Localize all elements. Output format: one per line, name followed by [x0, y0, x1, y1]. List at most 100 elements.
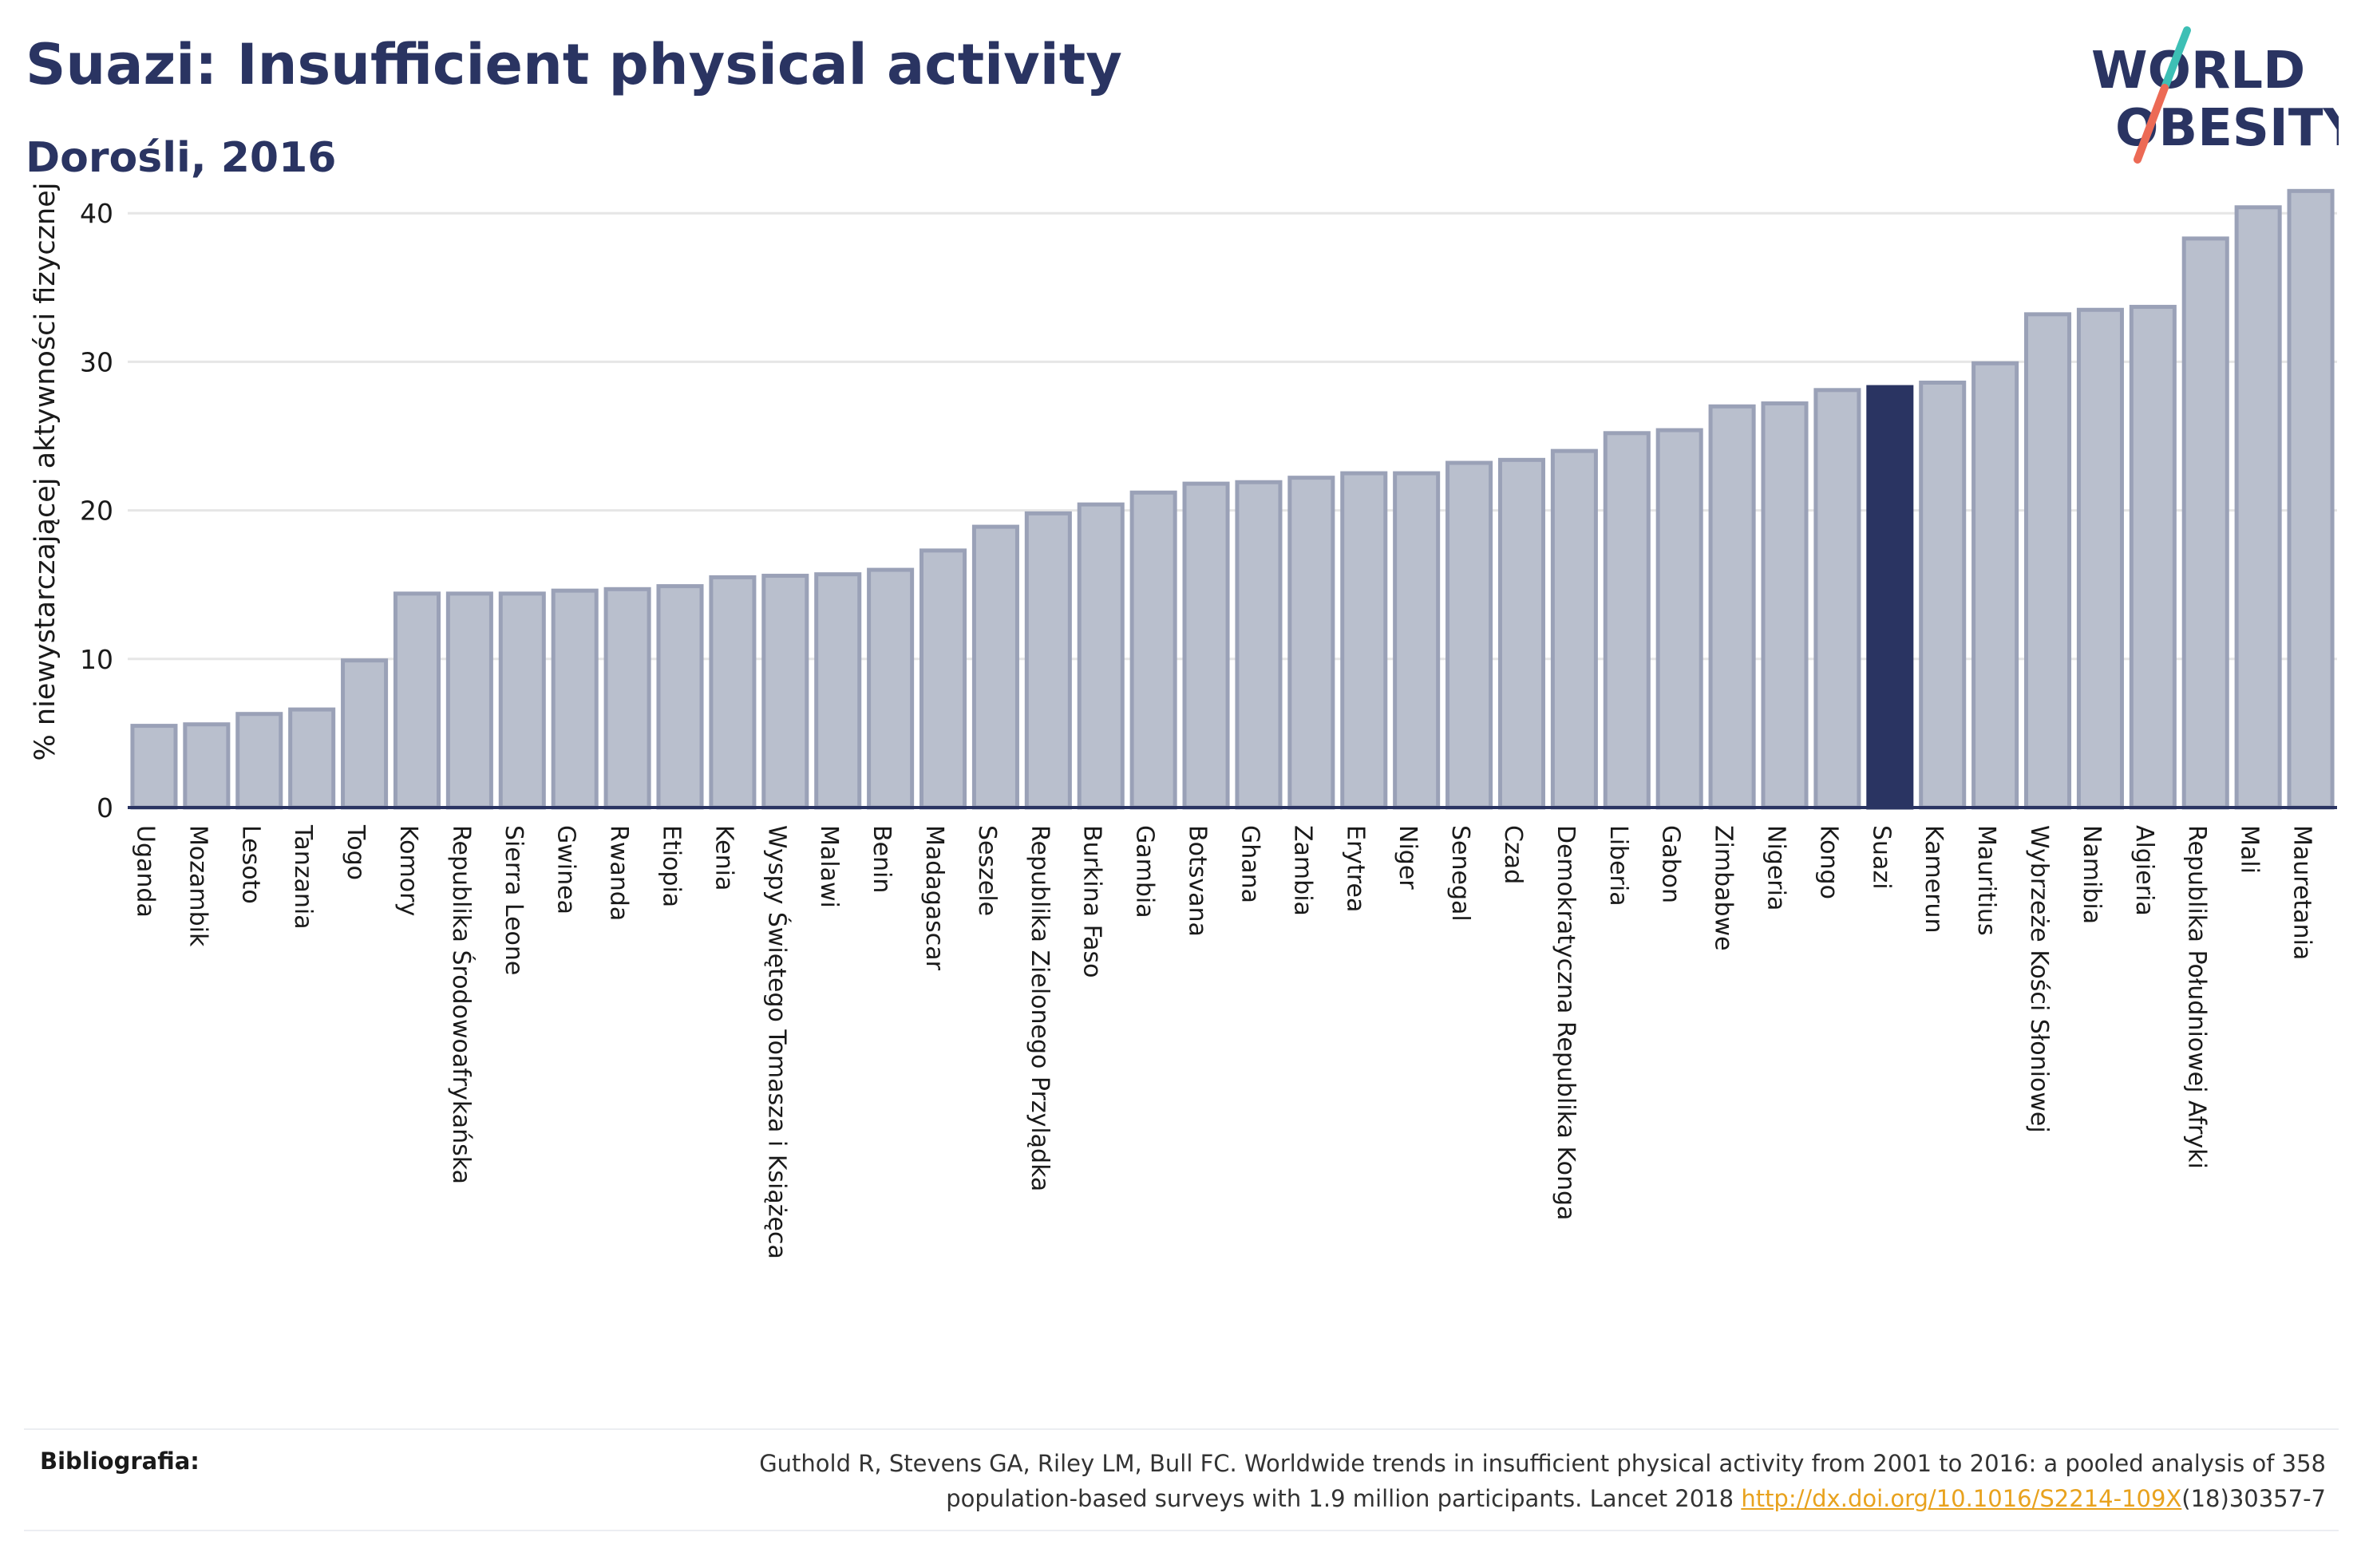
bar-suazi [1866, 385, 1914, 810]
x-tick-label: Wyspy Świętego Tomasza i Książęca [762, 825, 792, 1259]
x-tick-label: Kongo [1814, 825, 1842, 899]
bar-niger [1393, 471, 1441, 810]
bar-etiopia [656, 584, 704, 810]
y-tick-label: 40 [80, 198, 113, 229]
bar-seszele [971, 524, 1019, 810]
y-axis: 0 10 20 30 40 [80, 198, 113, 823]
x-tick-label: Erytrea [1341, 825, 1369, 912]
logo-line-world: WORLD [2091, 41, 2305, 101]
bar-liberia [1603, 431, 1651, 810]
bar-mauritius [1971, 361, 2019, 810]
bar-nigeria [1761, 401, 1809, 810]
bar-lesoto [235, 712, 283, 810]
x-tick-label: Liberia [1604, 825, 1632, 906]
bar-zimbabwe [1708, 404, 1756, 810]
bar-senegal [1445, 460, 1493, 810]
bar-ghana [1235, 480, 1283, 810]
x-tick-label: Uganda [131, 825, 159, 918]
x-tick-label: Burkina Faso [1078, 825, 1106, 978]
bar-gambia [1129, 490, 1177, 810]
bar-wyspy-świętego-tomasza-i-książęca [761, 574, 809, 810]
references-text: Guthold R, Stevens GA, Riley LM, Bull FC… [570, 1446, 2326, 1516]
x-tick-label: Kamerun [1920, 825, 1948, 934]
bar-togo [341, 658, 389, 810]
x-tick-label: Suazi [1867, 825, 1895, 890]
doi-link[interactable]: http://dx.doi.org/10.1016/S2214-109X [1741, 1485, 2182, 1512]
bar-mauretania [2287, 188, 2335, 810]
x-tick-label: Etiopia [658, 825, 686, 907]
x-tick-label: Malawi [815, 825, 843, 908]
bars [130, 188, 2335, 810]
x-tick-label: Nigeria [1762, 825, 1790, 910]
x-tick-label: Senegal [1446, 825, 1474, 922]
bar-malawi [814, 572, 862, 810]
references-label: Bibliografia: [40, 1448, 200, 1475]
x-tick-label: Mozambik [184, 825, 212, 947]
x-tick-label: Kenia [710, 825, 738, 891]
x-tick-label: Tanzania [289, 824, 317, 930]
x-axis-labels: Uganda Mozambik Lesoto Tanzania Togo Komory Re… [131, 824, 2316, 1259]
bar-mozambik [183, 722, 231, 810]
bar-madagascar [919, 548, 967, 810]
x-tick-label: Republika Południowej Afryki [2183, 825, 2211, 1169]
bar-czad [1497, 457, 1545, 810]
bar-chart: 0 10 20 30 40 Uganda Mozambik Lesoto Tanzania To… [30, 183, 2337, 1259]
x-tick-label: Seszele [973, 825, 1001, 916]
x-tick-label: Algieria [2130, 825, 2158, 916]
references-footer: Bibliografia: Guthold R, Stevens GA, Ril… [24, 1428, 2339, 1531]
x-tick-label: Republika Środowoafrykańska [447, 825, 477, 1184]
bar-mali [2234, 205, 2282, 810]
bar-botsvana [1182, 481, 1230, 810]
x-tick-label: Wybrzeże Kości Słoniowej [2025, 825, 2053, 1133]
bar-republika-południowej-afryki [2181, 236, 2229, 810]
x-tick-label: Ghana [1236, 825, 1264, 903]
x-tick-label: Gabon [1657, 825, 1685, 903]
x-tick-label: Gambia [1131, 825, 1159, 918]
gridlines [128, 211, 2337, 661]
x-tick-label: Mali [2236, 825, 2264, 874]
bar-sierra-leone [498, 591, 546, 810]
bar-gwinea [551, 588, 599, 810]
chart-title: Suazi: Insufficient physical activity [26, 32, 1122, 97]
x-tick-label: Zimbabwe [1710, 825, 1738, 951]
x-tick-label: Lesoto [236, 825, 264, 904]
bar-algieria [2129, 305, 2177, 810]
y-tick-label: 0 [97, 792, 113, 823]
bar-kenia [709, 575, 757, 810]
citation-line-1: Guthold R, Stevens GA, Riley LM, Bull FC… [759, 1450, 2326, 1477]
x-tick-label: Sierra Leone [500, 825, 528, 975]
x-tick-label: Czad [1499, 825, 1527, 884]
y-tick-label: 20 [80, 496, 113, 527]
bar-burkina-faso [1077, 502, 1125, 810]
bar-komory [393, 591, 441, 810]
bar-namibia [2076, 307, 2124, 810]
x-tick-label: Benin [868, 825, 896, 893]
chart-subtitle: Dorośli, 2016 [26, 134, 337, 182]
bar-zambia [1287, 476, 1335, 810]
bar-kongo [1813, 388, 1861, 810]
citation-line-2: population-based surveys with 1.9 millio… [946, 1485, 1742, 1512]
bar-uganda [130, 724, 178, 810]
y-tick-label: 10 [80, 644, 113, 675]
bar-benin [867, 567, 915, 810]
x-tick-label: Togo [342, 824, 370, 880]
bar-rwanda [603, 587, 651, 810]
x-tick-label: Komory [394, 825, 422, 916]
y-axis-label: % niewystarczającej aktywności fizycznej [30, 183, 61, 761]
x-tick-label: Gwinea [552, 825, 580, 914]
bar-erytrea [1340, 471, 1388, 810]
bar-tanzania [288, 707, 336, 810]
world-obesity-logo[interactable]: WORLD OBESITY [2075, 24, 2339, 168]
y-tick-label: 30 [80, 346, 113, 377]
x-tick-label: Demokratyczna Republika Konga [1552, 825, 1580, 1220]
bar-wybrzeże-kości-słoniowej [2024, 312, 2072, 810]
x-tick-label: Botsvana [1184, 825, 1212, 937]
x-tick-label: Niger [1394, 825, 1422, 890]
bar-gabon [1655, 428, 1703, 810]
x-tick-label: Rwanda [605, 825, 633, 921]
x-tick-label: Zambia [1288, 825, 1316, 916]
x-tick-label: Republika Zielonego Przylądka [1026, 825, 1054, 1191]
bar-kamerun [1919, 380, 1967, 810]
logo-slash-teal [2161, 26, 2191, 92]
bar-republika-zielonego-przylądka [1024, 511, 1072, 810]
